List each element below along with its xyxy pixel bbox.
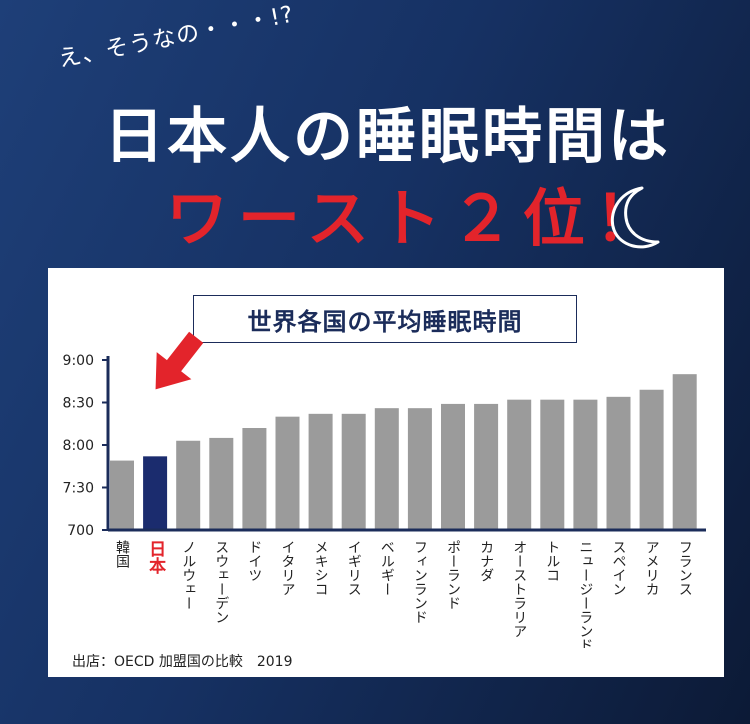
x-tick-label: ベルギー [379,540,395,596]
x-tick-label: イタリア [280,540,296,596]
bar-country [507,399,532,530]
bar-country [209,437,234,530]
x-tick-label: 韓国 [114,540,130,568]
bar-country [308,413,333,530]
bar-highlight [143,456,168,530]
x-tick-label: フランス [677,540,693,596]
x-tick-label: スペイン [611,540,627,596]
bar-country [176,440,201,530]
bar-country [540,399,565,530]
bar-country [110,460,134,530]
bar-country [573,399,598,530]
chart-panel: 世界各国の平均睡眠時間 韓国 日本 ノルウェー スウェーデン ドイツ イタリア メキシコ イギ… [48,268,724,677]
x-tick-label: カナダ [478,540,494,582]
y-tick-label: 7:30 [63,481,94,497]
chart-title: 世界各国の平均睡眠時間 [193,295,577,343]
bar-country [672,374,697,530]
x-tick-label: フィンランド [412,540,428,624]
y-tick-label: 8:30 [63,396,94,412]
x-tick-label: ノルウェー [180,540,196,610]
handwritten-caption: え、そうなの・・・!? [56,1,297,73]
x-tick-label: 日本 [145,540,166,575]
bar-country [407,408,432,530]
bar-chart: 韓国 日本 ノルウェー スウェーデン ドイツ イタリア メキシコ イギリス ベルギー フィンランド… [63,331,706,648]
x-tick-label: ポーランド [445,540,461,610]
bar-country [341,413,366,530]
x-tick-label: オーストラリア [511,540,527,638]
moon-icon [610,186,660,249]
y-tick-label: 700 [67,523,94,539]
bar-country [639,389,664,530]
headline-title: 日本人の睡眠時間は [104,102,671,172]
bar-country [441,403,465,530]
x-tick-label: ニュージーランド [577,540,593,648]
x-tick-label: トルコ [544,540,560,582]
x-tick-label: メキシコ [313,540,329,596]
bar-country [606,396,631,530]
y-tick-label: 8:00 [63,438,94,454]
bar-country [275,416,300,530]
y-tick-label: 9:00 [63,353,94,369]
x-tick-label: ドイツ [246,540,262,582]
x-tick-label: イギリス [346,540,362,596]
bar-country [374,408,399,530]
bar-country [474,403,499,530]
x-tick-label: スウェーデン [213,540,229,624]
headline-worst-rank: ワースト２位！ [166,182,667,255]
source-note: 出店：OECD 加盟国の比較 2019 [72,654,293,670]
bar-country [242,428,267,530]
arrow-down-icon [155,331,204,390]
x-tick-label: アメリカ [644,540,660,596]
